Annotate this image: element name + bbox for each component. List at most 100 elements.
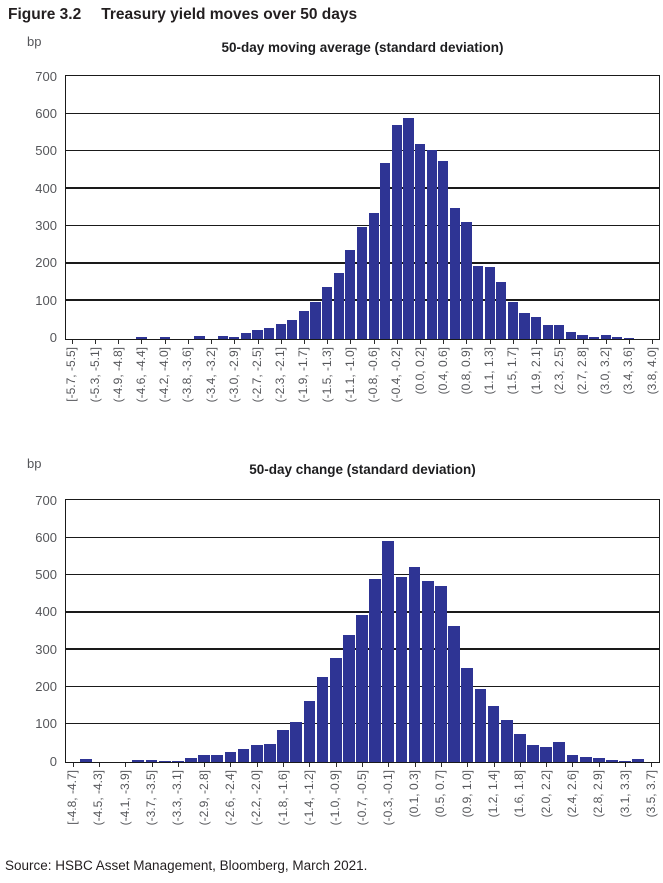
x-tick — [489, 339, 491, 344]
bar — [487, 706, 500, 762]
x-tick — [536, 339, 538, 344]
bar — [449, 207, 460, 339]
bar — [461, 668, 474, 762]
x-tick-label: (0.4, 0.6] — [435, 346, 450, 394]
x-tick — [559, 339, 561, 344]
y-tick-label: 0 — [49, 330, 57, 345]
bar — [345, 249, 356, 339]
bar — [211, 755, 224, 762]
bar — [527, 744, 539, 762]
x-tick — [512, 339, 514, 344]
x-tick-label: (-4.1, -3.9] — [117, 770, 132, 826]
x-tick — [651, 763, 653, 767]
chart-title-change: 50-day change (standard deviation) — [249, 462, 476, 477]
bar — [496, 282, 507, 339]
bar — [132, 760, 145, 762]
x-tick — [230, 763, 232, 767]
bar — [264, 327, 275, 339]
x-tick — [443, 339, 445, 344]
bar — [275, 324, 286, 339]
bar — [554, 325, 565, 339]
plot-area-change — [65, 499, 660, 763]
bar — [303, 700, 316, 762]
bar — [577, 334, 588, 339]
x-tick — [373, 339, 375, 344]
bar — [194, 335, 205, 339]
bar — [474, 689, 487, 762]
x-tick-label: (0.5, 0.7] — [433, 770, 448, 818]
x-tick-label: (-4.5, -4.3] — [91, 770, 106, 826]
gridline-500 — [66, 573, 659, 576]
x-tick — [327, 339, 329, 344]
x-tick-label: (-4.6, -4.4] — [133, 346, 148, 402]
gridline-400 — [66, 187, 659, 189]
x-tick — [440, 763, 442, 767]
x-tick-label: (-5.3, -5.1] — [87, 346, 102, 402]
x-tick-label: (-2.3, -2.1] — [273, 346, 288, 402]
bar — [619, 761, 631, 762]
x-tick-label: (2.7, 2.8] — [575, 346, 590, 394]
x-tick — [493, 763, 495, 767]
y-tick-label: 100 — [35, 292, 57, 308]
bar — [229, 337, 240, 339]
bar — [484, 267, 495, 339]
x-tick — [280, 339, 282, 344]
bar — [159, 337, 170, 339]
x-tick-label: [-4.8, -4.7] — [65, 770, 80, 825]
y-tick-label: 400 — [35, 180, 57, 196]
y-tick-label: 500 — [35, 567, 57, 583]
bar — [250, 744, 263, 762]
x-tick — [125, 763, 127, 767]
x-tick-label: (-4.2, -4.0] — [157, 346, 172, 402]
bar — [435, 586, 447, 762]
x-tick-label: (1.9, 2.1] — [528, 346, 543, 394]
y-tick-label: 0 — [49, 753, 57, 769]
y-axis-unit-label-top: bp — [27, 34, 42, 49]
y-tick-label: 400 — [35, 604, 57, 620]
bar — [277, 730, 289, 762]
gridline-300 — [66, 224, 659, 227]
x-tick — [283, 763, 285, 767]
bar — [356, 227, 368, 339]
x-tick-label: [-5.7, -5.5] — [64, 346, 79, 402]
x-tick-label: (2.4, 2.6] — [564, 770, 579, 818]
bar — [369, 578, 382, 762]
plot-area-moving-average — [65, 75, 660, 340]
figure-title: Figure 3.2 Treasury yield moves over 50 d… — [8, 6, 357, 24]
gridline-400 — [66, 611, 659, 613]
bar — [329, 658, 342, 762]
y-tick-label: 700 — [35, 492, 57, 508]
bar — [448, 625, 460, 762]
bar — [322, 287, 333, 339]
x-tick — [519, 763, 521, 767]
bar — [461, 221, 472, 339]
y-tick-label: 100 — [35, 716, 57, 732]
bar — [403, 117, 414, 339]
x-tick-label: (0.1, 0.3] — [407, 770, 422, 818]
x-tick — [309, 763, 311, 767]
x-tick-label: (0.9, 1.0] — [459, 770, 474, 818]
x-tick-label: (-1.1, -1.0] — [342, 346, 357, 402]
x-tick-label: (2.8, 2.9] — [591, 770, 606, 818]
bar — [224, 752, 237, 762]
y-axis-unit-label-bottom: bp — [27, 456, 42, 471]
x-tick-label: (-2.6, -2.4] — [222, 770, 237, 826]
gridline-600 — [66, 536, 659, 539]
bar — [298, 311, 310, 339]
x-tick-label: (0.8, 0.9] — [458, 346, 473, 394]
bar — [252, 329, 263, 339]
bar — [606, 760, 618, 762]
x-tick-label: (-3.7, -3.5] — [144, 770, 158, 826]
bar — [589, 337, 600, 339]
chart-title-moving-average: 50-day moving average (standard deviatio… — [221, 40, 504, 55]
x-tick — [211, 339, 213, 344]
x-tick-label: (3.0, 3.2] — [598, 346, 613, 394]
x-tick — [335, 763, 337, 767]
x-tick-label: (-4.9, -4.8] — [110, 346, 125, 402]
bar — [356, 615, 368, 762]
x-tick-label: (0.0, 0.2] — [412, 346, 427, 394]
bar — [540, 746, 553, 762]
bar — [600, 335, 611, 339]
x-tick-label: (-2.7, -2.5] — [250, 346, 265, 402]
